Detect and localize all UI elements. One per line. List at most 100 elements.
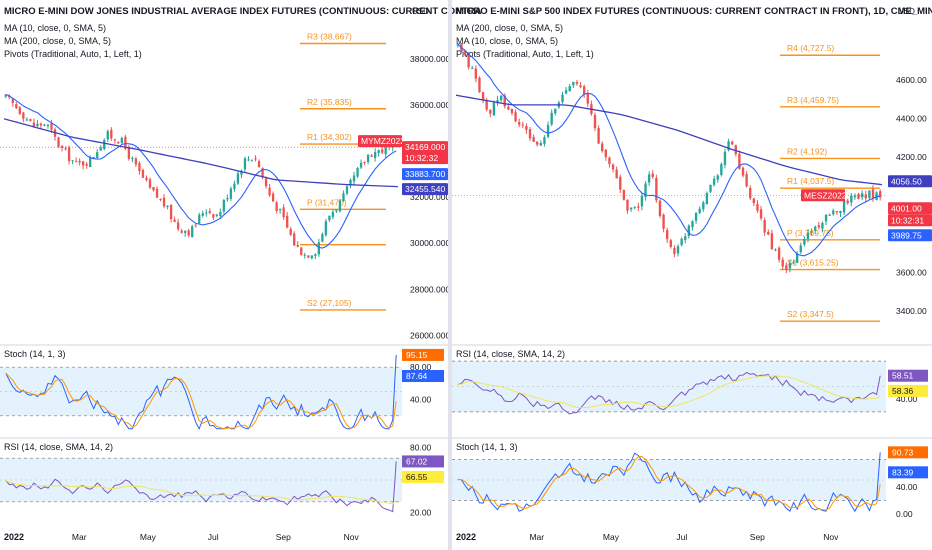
candle-body [647, 174, 651, 183]
y-tick-label: 36000.000 [410, 100, 450, 110]
y-tick-label: 4600.00 [896, 75, 927, 85]
candle-body [254, 158, 257, 160]
pane-tick-label: 80.00 [410, 362, 432, 372]
indicator-legend[interactable]: Pivots (Traditional, Auto, 1, Left, 1) [4, 49, 142, 59]
candle-body [50, 123, 53, 130]
pane-title[interactable]: Stoch (14, 1, 3) [456, 442, 518, 452]
candle-body [853, 195, 857, 198]
y-tick-label: 28000.000 [410, 284, 450, 294]
candle-body [626, 199, 629, 211]
candle-body [113, 139, 116, 141]
candle-body [120, 138, 124, 143]
candle-body [759, 209, 763, 219]
pane-title[interactable]: RSI (14, close, SMA, 14, 2) [456, 349, 565, 359]
candle-body [148, 179, 152, 188]
pivot-label: P (3,769.75) [787, 228, 834, 238]
indicator-legend[interactable]: MA (200, close, 0, SMA, 5) [4, 36, 111, 46]
candle-body [637, 206, 640, 208]
candle-body [335, 209, 338, 212]
candle-body [662, 214, 665, 229]
candle-body [321, 234, 324, 242]
candle-body [712, 178, 716, 185]
indicator-legend[interactable]: MA (200, close, 0, SMA, 5) [456, 23, 563, 33]
candle-body [593, 114, 597, 129]
candle-body [159, 198, 162, 200]
candle-body [604, 149, 608, 158]
candle-body [543, 137, 546, 144]
y-tick-label: 3400.00 [896, 306, 927, 316]
pane-title[interactable]: Stoch (14, 1, 3) [4, 349, 66, 359]
candle-body [317, 242, 321, 255]
pivot-label: S2 (3,347.5) [787, 309, 834, 319]
pivot-label: R1 (4,037.5) [787, 176, 834, 186]
candle-body [622, 189, 626, 200]
candle-body [687, 225, 691, 237]
pivot-label: R2 (4,192) [787, 146, 827, 156]
candle-body [264, 178, 268, 187]
candle-body [338, 200, 342, 212]
x-tick-label: Jul [676, 532, 687, 542]
candle-body [756, 203, 759, 211]
price-tag-label: MYMZ2022 [361, 136, 405, 146]
candle-body [601, 143, 604, 152]
candle-body [644, 183, 647, 197]
candle-body [212, 214, 215, 218]
candle-body [352, 175, 356, 182]
candle-body [785, 265, 788, 270]
candle-body [496, 100, 499, 104]
chart-title: MICRO E-MINI S&P 500 INDEX FUTURES (CONT… [456, 6, 932, 17]
candle-body [817, 225, 821, 228]
candle-body [525, 125, 528, 130]
candle-body [666, 230, 669, 240]
pivot-label: R3 (4,459.75) [787, 95, 839, 105]
candle-body [141, 170, 145, 178]
x-tick-label: Jul [208, 532, 219, 542]
candle-body [658, 200, 662, 217]
candle-body [673, 248, 676, 255]
candle-body [561, 94, 564, 103]
candle-body [243, 158, 247, 170]
indicator-legend[interactable]: MA (10, close, 0, SMA, 5) [4, 23, 106, 33]
candle-body [536, 141, 539, 145]
indicator-legend[interactable]: Pivots (Traditional, Auto, 1, Left, 1) [456, 49, 594, 59]
y-tick-label: 38000.000 [410, 54, 450, 64]
candle-body [857, 194, 860, 199]
candle-body [39, 123, 43, 126]
candle-body [236, 173, 240, 184]
x-tick-label: 2022 [4, 532, 24, 542]
pivot-label: S2 (27,105) [307, 298, 352, 308]
candle-body [198, 214, 201, 224]
candle-body [517, 122, 521, 125]
candle-body [821, 222, 824, 229]
candle-body [629, 207, 633, 210]
candle-body [271, 193, 275, 202]
candle-body [745, 174, 748, 187]
candle-body [127, 147, 131, 159]
candle-body [777, 247, 781, 260]
price-tag [888, 214, 932, 227]
candle-body [752, 198, 756, 204]
candle-body [586, 93, 589, 104]
candle-body [474, 68, 478, 79]
candle-body [463, 50, 467, 55]
candle-body [359, 162, 363, 168]
candle-body [381, 149, 384, 153]
candle-body [219, 212, 222, 217]
pane-title[interactable]: RSI (14, close, SMA, 14, 2) [4, 442, 113, 452]
candle-body [303, 254, 306, 256]
candle-body [727, 141, 730, 151]
price-tag-label: 10:32:31 [891, 215, 924, 225]
candle-body [767, 231, 770, 235]
candle-body [550, 112, 553, 125]
pane-tick-label: 40.00 [896, 482, 918, 492]
y-tick-label: 4400.00 [896, 113, 927, 123]
candle-body [289, 229, 292, 235]
candle-body [795, 253, 799, 263]
candle-body [680, 238, 683, 246]
oscillator-signal-line [457, 375, 881, 409]
candle-body [868, 190, 871, 199]
indicator-legend[interactable]: MA (10, close, 0, SMA, 5) [456, 36, 558, 46]
candle-body [705, 193, 709, 204]
panel-divider[interactable] [448, 0, 452, 550]
